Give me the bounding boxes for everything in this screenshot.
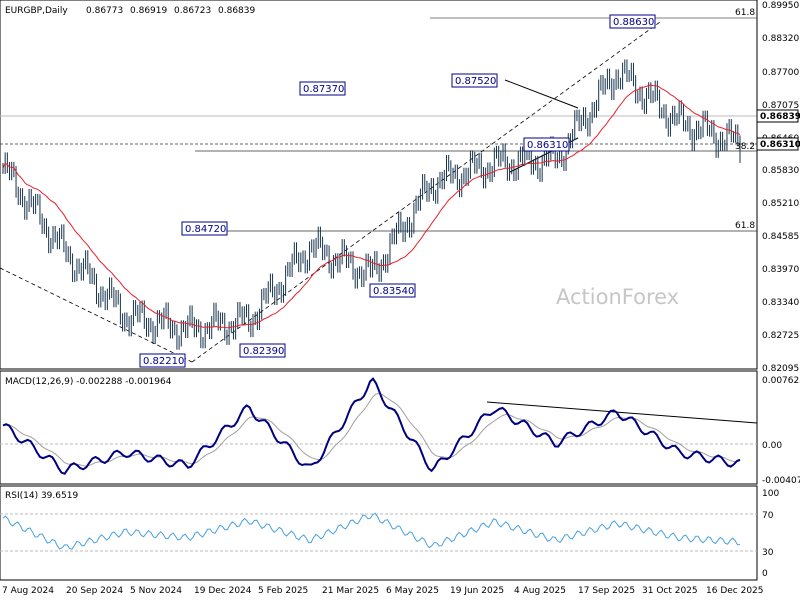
triangle-upper bbox=[504, 79, 579, 109]
price-tick: 0.83970 bbox=[762, 265, 799, 275]
macd-main-line bbox=[2, 377, 741, 475]
macd-axis-tick: 0.00 bbox=[762, 441, 782, 451]
macd-trendline bbox=[486, 401, 758, 424]
rsi-title: RSI(14) 39.6519 bbox=[5, 491, 78, 501]
price-tick: 0.88320 bbox=[762, 34, 799, 44]
date-tick: 16 Dec 2025 bbox=[706, 586, 764, 596]
svg-text:0.86839: 0.86839 bbox=[760, 112, 800, 122]
label-088630: 0.88630 bbox=[609, 14, 656, 29]
moving-average-line bbox=[2, 84, 741, 329]
price-tick: 0.87075 bbox=[762, 101, 799, 111]
fib-label-top: 61.8 bbox=[735, 8, 755, 18]
label-083540: 0.83540 bbox=[369, 283, 416, 298]
price-tick: 0.87700 bbox=[762, 68, 799, 78]
symbol-timeframe: EURGBP,Daily bbox=[5, 6, 68, 16]
svg-text:0.84720: 0.84720 bbox=[185, 224, 226, 235]
ohlc-low: 0.86723 bbox=[174, 6, 211, 16]
rsi-axis-tick: 70 bbox=[762, 511, 774, 521]
svg-text:0.83540: 0.83540 bbox=[373, 286, 414, 297]
price-tick: 0.82725 bbox=[762, 331, 799, 341]
date-tick: 6 May 2025 bbox=[386, 586, 439, 596]
ohlc-open: 0.86773 bbox=[86, 6, 123, 16]
macd-title: MACD(12,26,9) -0.002288 -0.001964 bbox=[5, 377, 172, 387]
label-087370: 0.87370 bbox=[299, 81, 346, 96]
svg-text:0.87370: 0.87370 bbox=[303, 84, 344, 95]
date-tick: 19 Dec 2024 bbox=[194, 586, 252, 596]
label-087520: 0.87520 bbox=[451, 73, 498, 88]
ohlc-close: 0.86839 bbox=[218, 6, 255, 16]
date-tick: 7 Aug 2024 bbox=[2, 586, 54, 596]
watermark: ActionForex bbox=[556, 285, 679, 309]
label-082390: 0.82390 bbox=[239, 343, 286, 358]
label-082210: 0.82210 bbox=[139, 353, 186, 368]
macd-axis-tick: 0.007623 bbox=[762, 376, 800, 386]
label-084720: 0.84720 bbox=[181, 221, 228, 236]
svg-text:0.86310: 0.86310 bbox=[760, 140, 800, 150]
date-tick: 21 Mar 2025 bbox=[322, 586, 379, 596]
price-tick: 0.84585 bbox=[762, 232, 799, 242]
fib-label-low: 61.8 bbox=[735, 221, 755, 231]
trendline-down bbox=[0, 267, 193, 363]
rsi-axis-tick: 0 bbox=[762, 569, 768, 579]
price-tick: 0.85830 bbox=[762, 166, 799, 176]
svg-text:0.86310: 0.86310 bbox=[527, 140, 568, 151]
date-tick: 20 Sep 2024 bbox=[66, 586, 123, 596]
support-price-tag: 0.86310 bbox=[756, 137, 800, 151]
date-tick: 5 Nov 2024 bbox=[130, 586, 182, 596]
svg-text:0.88630: 0.88630 bbox=[613, 17, 654, 28]
rsi-line bbox=[2, 512, 741, 550]
label-086310: 0.86310 bbox=[523, 137, 570, 152]
current-price-tag: 0.86839 bbox=[756, 109, 800, 123]
price-tick: 0.85210 bbox=[762, 199, 799, 209]
price-tick: 0.82095 bbox=[762, 364, 799, 374]
macd-panel bbox=[0, 370, 758, 485]
macd-axis-tick: -0.004073 bbox=[762, 476, 800, 486]
rsi-axis-tick: 30 bbox=[762, 548, 774, 558]
date-axis: 7 Aug 2024 20 Sep 2024 5 Nov 2024 19 Dec… bbox=[2, 586, 764, 596]
price-bars bbox=[2, 59, 741, 350]
date-tick: 4 Aug 2025 bbox=[514, 586, 566, 596]
svg-text:0.82210: 0.82210 bbox=[143, 356, 184, 367]
svg-text:0.87520: 0.87520 bbox=[455, 76, 496, 87]
rsi-panel bbox=[0, 485, 758, 581]
fib-label-mid: 38.2 bbox=[735, 142, 755, 152]
price-tick: 0.83340 bbox=[762, 298, 799, 308]
price-panel bbox=[0, 0, 758, 370]
date-tick: 5 Feb 2025 bbox=[258, 586, 308, 596]
trendline-channel bbox=[191, 21, 661, 363]
rsi-axis-tick: 100 bbox=[762, 489, 779, 499]
date-tick: 31 Oct 2025 bbox=[642, 586, 698, 596]
date-tick: 19 Jun 2025 bbox=[450, 586, 504, 596]
price-tick: 0.89950 bbox=[762, 1, 799, 11]
svg-text:0.82390: 0.82390 bbox=[243, 346, 284, 357]
ohlc-high: 0.86919 bbox=[130, 6, 167, 16]
date-tick: 17 Sep 2025 bbox=[578, 586, 635, 596]
